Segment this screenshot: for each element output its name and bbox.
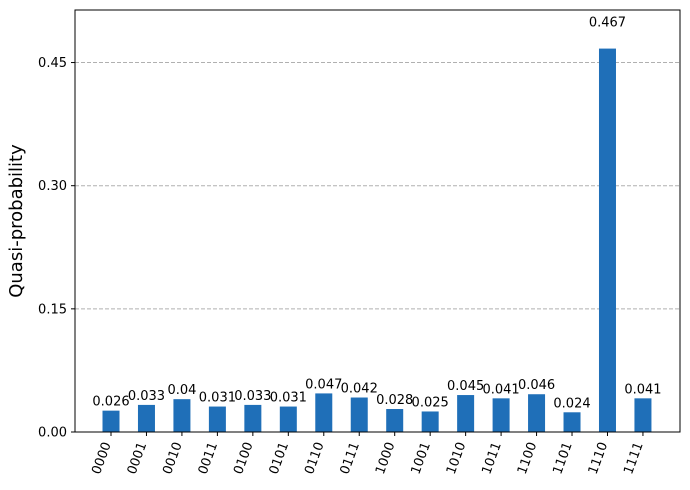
y-tick-label: 0.45 xyxy=(38,56,67,71)
y-tick-label: 0.30 xyxy=(38,179,67,194)
value-label: 0.046 xyxy=(518,378,555,393)
value-label: 0.031 xyxy=(199,391,236,406)
value-label: 0.042 xyxy=(341,382,378,397)
value-label: 0.033 xyxy=(234,389,271,404)
value-label: 0.026 xyxy=(92,395,129,410)
bar xyxy=(386,409,404,432)
x-tick-label: 1101 xyxy=(550,440,575,476)
x-tick-label: 0010 xyxy=(160,440,185,476)
plot-frame xyxy=(74,9,681,433)
bar xyxy=(244,404,262,432)
value-label: 0.047 xyxy=(305,377,342,392)
value-label: 0.033 xyxy=(128,389,165,404)
bar xyxy=(315,393,333,432)
value-label: 0.024 xyxy=(553,396,590,411)
x-tick-label: 1001 xyxy=(409,440,434,476)
value-label: 0.467 xyxy=(589,16,626,31)
bar xyxy=(634,398,652,432)
x-tick-label: 0101 xyxy=(267,440,292,476)
x-tick-label: 0110 xyxy=(302,440,327,476)
bar xyxy=(528,394,546,432)
y-axis-label: Quasi-probability xyxy=(6,144,27,298)
x-tick-label: 1010 xyxy=(444,440,469,476)
bar xyxy=(492,398,510,432)
x-tick-label: 0011 xyxy=(196,440,221,476)
value-label: 0.045 xyxy=(447,379,484,394)
x-tick-label: 0100 xyxy=(231,440,256,476)
bar xyxy=(208,406,226,432)
value-label: 0.041 xyxy=(624,382,661,397)
bar xyxy=(563,412,581,432)
value-label: 0.04 xyxy=(167,383,196,398)
x-tick-label: 0111 xyxy=(338,440,363,476)
bar xyxy=(102,410,120,432)
x-tick-label: 1100 xyxy=(515,440,540,476)
y-tick-label: 0.00 xyxy=(38,426,67,441)
bar xyxy=(279,406,297,432)
bar xyxy=(421,411,439,432)
value-label: 0.025 xyxy=(412,395,449,410)
value-label: 0.041 xyxy=(482,382,519,397)
bar xyxy=(350,397,368,432)
bar xyxy=(598,48,616,432)
x-tick-label: 0001 xyxy=(125,440,150,476)
x-tick-label: 1111 xyxy=(621,440,646,476)
x-tick-label: 0000 xyxy=(89,440,114,476)
value-label: 0.028 xyxy=(376,393,413,408)
value-label: 0.031 xyxy=(270,391,307,406)
bar xyxy=(173,399,191,432)
bar xyxy=(457,395,475,432)
x-tick-label: 1110 xyxy=(586,440,611,476)
x-tick-label: 1000 xyxy=(373,440,398,476)
y-tick-label: 0.15 xyxy=(38,302,67,317)
bar xyxy=(137,404,155,432)
x-tick-label: 1011 xyxy=(479,440,504,476)
